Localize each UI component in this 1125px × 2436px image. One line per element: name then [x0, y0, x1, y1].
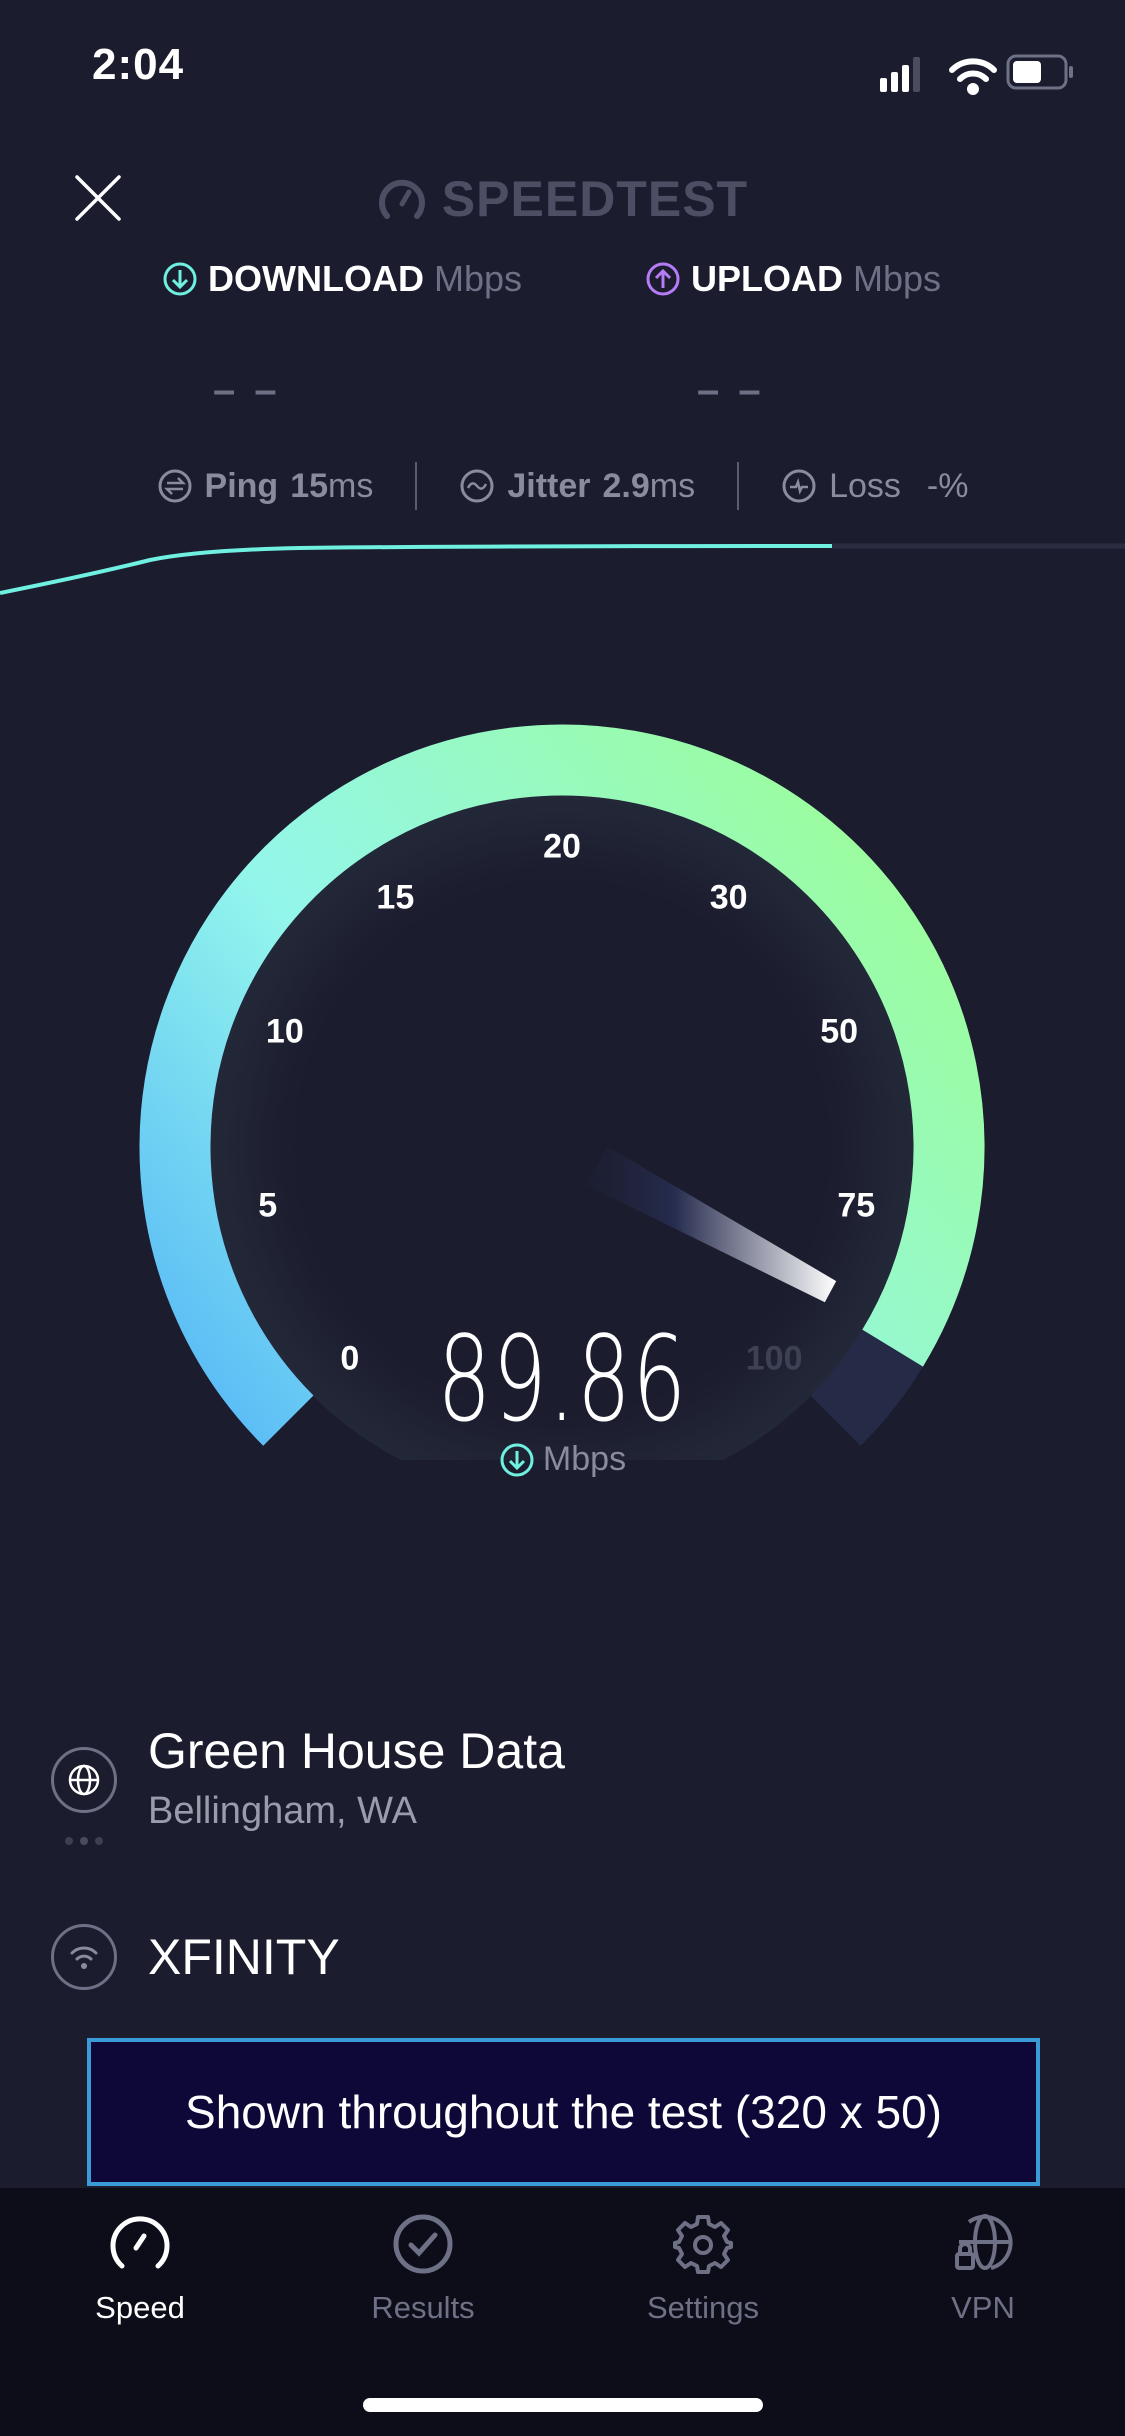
- gauge-progress-arc: [139, 724, 985, 1446]
- ping-stat: Ping 15ms: [115, 467, 416, 506]
- download-arrow-icon: [500, 1443, 534, 1476]
- check-circle-icon: [393, 2214, 453, 2274]
- download-header: DOWNLOAD Mbps: [162, 258, 522, 300]
- download-value: – –: [213, 368, 281, 412]
- divider: [415, 462, 418, 510]
- gauge-tick-label: 5: [258, 1186, 278, 1225]
- gauge-tick-label: 30: [709, 878, 748, 917]
- gauge-tick-label: 0: [340, 1339, 360, 1378]
- gauge-tick-label: 15: [376, 878, 415, 917]
- tab-settings[interactable]: Settings: [603, 2212, 803, 2326]
- tab-vpn[interactable]: VPN: [883, 2212, 1083, 2326]
- isp-name: XFINITY: [148, 1929, 340, 1985]
- battery-icon: [1006, 54, 1073, 90]
- tab-bar: Speed Results Settings VPN: [0, 2188, 1125, 2436]
- isp-icon-badge: [51, 1924, 117, 1990]
- gauge-tick-label: 75: [837, 1186, 876, 1225]
- divider: [737, 462, 740, 510]
- graph-download-line: [0, 544, 833, 595]
- gauge-face: [210, 795, 914, 1460]
- server-globe-button[interactable]: [51, 1747, 117, 1813]
- wifi-icon: [70, 1946, 98, 1969]
- speedometer-icon: [110, 2216, 170, 2269]
- speedometer-logo-icon: [378, 179, 425, 219]
- upload-header: UPLOAD Mbps: [645, 258, 941, 300]
- gauge-tick-label: 100: [745, 1339, 803, 1378]
- speed-gauge: [139, 724, 985, 1460]
- server-name[interactable]: Green House Data: [148, 1723, 565, 1779]
- ad-banner[interactable]: Shown throughout the test (320 x 50): [87, 2038, 1040, 2186]
- gauge-tick-label: 20: [543, 827, 581, 866]
- server-location: Bellingham, WA: [148, 1790, 417, 1832]
- status-icons: [880, 54, 1073, 95]
- vpn-globe-lock-icon: [955, 2214, 1013, 2270]
- current-speed-unit: Mbps: [0, 1440, 1125, 1479]
- jitter-icon: [460, 469, 494, 503]
- wifi-icon: [949, 58, 997, 95]
- gauge-tick-label: 50: [820, 1012, 859, 1051]
- jitter-stat: Jitter 2.9ms: [417, 467, 737, 506]
- download-arrow-icon: [163, 262, 197, 296]
- status-time: 2:04: [92, 40, 185, 89]
- tab-speed[interactable]: Speed: [40, 2212, 240, 2326]
- close-icon[interactable]: [74, 174, 122, 222]
- ping-icon: [158, 469, 192, 503]
- tab-results[interactable]: Results: [323, 2212, 523, 2326]
- loss-stat: Loss -%: [739, 467, 1010, 506]
- upload-arrow-icon: [646, 262, 680, 296]
- stats-row: Ping 15ms Jitter 2.9ms Loss -%: [0, 462, 1125, 510]
- upload-value: – –: [697, 368, 765, 412]
- speed-graph: [0, 543, 1125, 595]
- cellular-signal-icon: [880, 57, 920, 92]
- loss-icon: [782, 469, 816, 503]
- more-dots-icon: [65, 1837, 103, 1845]
- gear-icon: [673, 2215, 733, 2274]
- home-indicator[interactable]: [363, 2398, 763, 2412]
- gauge-needle: [586, 1146, 837, 1303]
- globe-icon: [68, 1764, 100, 1796]
- current-speed-value: 89.86: [437, 1310, 688, 1448]
- gauge-tick-label: 10: [265, 1012, 304, 1051]
- speedtest-logo: SPEEDTEST: [0, 170, 1125, 228]
